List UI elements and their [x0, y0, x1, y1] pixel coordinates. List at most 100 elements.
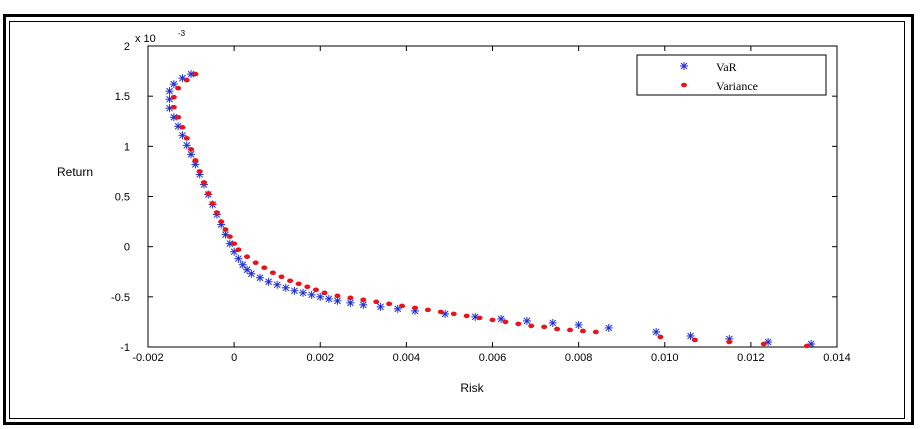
var-point [376, 302, 385, 311]
variance-point [803, 343, 810, 349]
variance-point [579, 328, 586, 334]
axis-ticks [147, 45, 838, 348]
legend: VaR Variance [636, 54, 827, 96]
variance-point [515, 321, 522, 327]
data-series [165, 70, 816, 349]
variance-point [278, 274, 285, 280]
variance-point [424, 307, 431, 313]
var-point [359, 300, 368, 309]
var-point [290, 286, 299, 295]
y-tick-label: 2 [124, 41, 130, 53]
variance-point [554, 326, 561, 332]
variance-point [175, 85, 182, 91]
variance-point [231, 241, 238, 246]
variance-point [411, 305, 418, 311]
var-point [686, 331, 695, 340]
var-point [346, 298, 355, 307]
variance-point [200, 180, 207, 185]
var-point [604, 323, 613, 332]
variance-point [218, 219, 225, 224]
var-point [652, 327, 661, 336]
x-tick-labels: -0.002 0 0.002 0.004 0.006 0.008 0.010 0.012 0.0… [132, 352, 850, 364]
variance-point [213, 210, 220, 215]
y-tick-label: 1.5 [115, 91, 130, 103]
var-point [299, 288, 308, 297]
series-variance [170, 71, 810, 349]
var-point [522, 316, 531, 325]
variance-point [222, 227, 229, 232]
variance-point [205, 191, 212, 196]
var-point [187, 150, 196, 159]
legend-label-var: VaR [716, 60, 737, 74]
variance-point [528, 323, 535, 329]
y-tick-labels: -1 -0.5 0 0.5 1 1.5 2 [111, 41, 130, 354]
variance-point [502, 319, 509, 325]
var-point [165, 87, 174, 96]
variance-point [183, 77, 190, 83]
variance-point [476, 315, 483, 321]
variance-point [175, 114, 182, 120]
var-point [182, 141, 191, 150]
var-point [169, 80, 178, 89]
var-point [234, 254, 243, 263]
variance-point [657, 334, 664, 340]
y-tick-label: 1 [124, 141, 130, 153]
y-tick-label: 0 [124, 242, 130, 254]
variance-point [252, 260, 259, 266]
variance-point [450, 311, 457, 317]
variance-point [760, 341, 767, 347]
x-tick-label: 0.004 [393, 352, 421, 364]
variance-point [170, 104, 177, 110]
variance-point [360, 297, 367, 303]
var-point [548, 318, 557, 327]
variance-point [192, 71, 199, 77]
variance-point [261, 265, 268, 271]
variance-point [269, 270, 276, 276]
variance-point [304, 284, 311, 290]
y-tick-label: -1 [120, 342, 130, 354]
var-point [281, 283, 290, 292]
var-point [574, 320, 583, 329]
variance-point [726, 339, 733, 345]
variance-point [209, 201, 216, 206]
x-tick-label: 0.008 [565, 352, 593, 364]
var-point [333, 296, 342, 305]
variance-point [567, 327, 574, 333]
legend-marker-variance [681, 82, 687, 88]
series-var [165, 70, 816, 348]
legend-var-symbol [680, 62, 688, 70]
variance-point [489, 317, 496, 323]
variance-point [295, 281, 302, 287]
variance-point [373, 299, 380, 305]
y-multiplier-label: x 10 [135, 33, 156, 45]
variance-point [321, 290, 328, 296]
x-tick-label: 0.014 [823, 352, 851, 364]
variance-point [188, 147, 195, 152]
var-point [247, 269, 256, 278]
legend-marker-var [680, 62, 688, 70]
var-point [316, 292, 325, 301]
variance-point [244, 254, 251, 259]
variance-point [312, 287, 319, 293]
var-point [264, 277, 273, 286]
legend-variance-symbol [681, 82, 687, 88]
variance-point [347, 295, 354, 301]
var-point [255, 273, 264, 282]
variance-point [170, 94, 177, 100]
var-point [273, 280, 282, 289]
x-tick-label: 0.002 [306, 352, 334, 364]
x-tick-label: 0.010 [651, 352, 679, 364]
legend-label-variance: Variance [716, 79, 758, 93]
var-point [324, 294, 333, 303]
variance-point [183, 136, 190, 141]
variance-point [287, 278, 294, 284]
variance-point [541, 324, 548, 330]
y-axis-title: Return [57, 165, 93, 179]
legend-box [636, 54, 827, 96]
x-tick-label: 0.012 [737, 352, 765, 364]
y-tick-label: -0.5 [111, 292, 130, 304]
var-point [307, 290, 316, 299]
variance-point [437, 309, 444, 315]
variance-point [592, 329, 599, 335]
